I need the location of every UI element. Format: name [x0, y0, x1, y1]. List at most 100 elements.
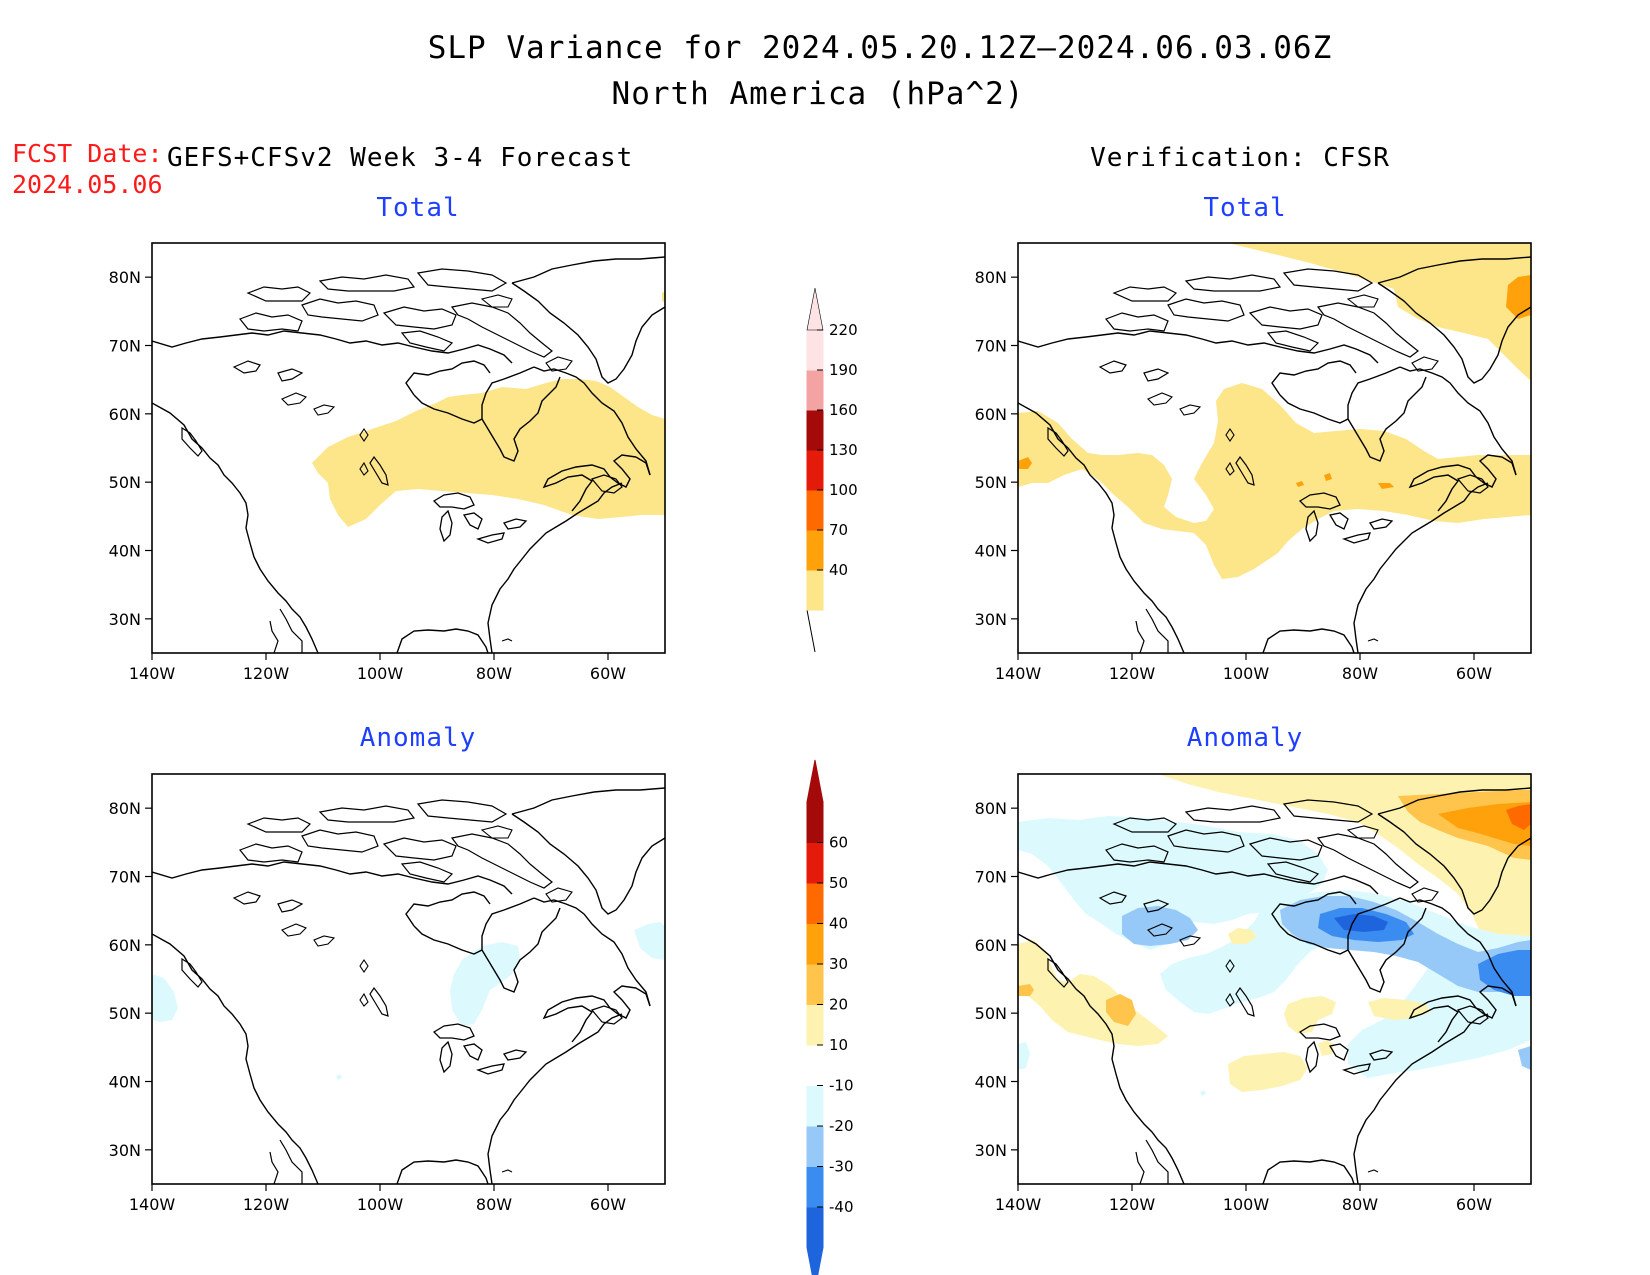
- shaded-region-6: [1378, 483, 1394, 489]
- colorbar-upper-arrow: [806, 759, 824, 803]
- shaded-region-3: [1018, 457, 1032, 469]
- shaded-region-3: [336, 1074, 342, 1080]
- forecast-header: GEFS+CFSv2 Week 3-4 Forecast: [167, 143, 634, 173]
- shaded-region-12: [1018, 984, 1034, 996]
- colorbar-label: 30: [829, 955, 848, 973]
- lon-label: 100W: [357, 664, 404, 683]
- map-frame: [1017, 773, 1532, 1185]
- shaded-region-20: [1200, 1090, 1206, 1096]
- lat-label: 60N: [975, 405, 1007, 424]
- colorbar-label: 60: [829, 834, 848, 852]
- map-frame: [151, 242, 666, 654]
- shaded-region-0: [450, 942, 520, 1026]
- colorbar-label: 20: [829, 996, 848, 1014]
- verification-header: Verification: CFSR: [1090, 143, 1390, 173]
- lat-label: 40N: [109, 1073, 141, 1092]
- shaded-region-0: [1228, 243, 1531, 381]
- colorbar-swatch: [806, 569, 824, 611]
- shaded-region-2: [152, 974, 178, 1022]
- colorbar-swatch: [806, 963, 824, 1005]
- fcst-date-label: FCST Date:: [12, 139, 163, 168]
- colorbar-anomaly: -40 -30 -20 -10 10 20 30 40 50 60: [806, 759, 854, 1275]
- lat-label: 60N: [975, 936, 1007, 955]
- lat-label: 80N: [975, 799, 1007, 818]
- colorbar-label: -10: [829, 1077, 854, 1095]
- lat-label: 30N: [975, 610, 1007, 629]
- panel-title-verif-anomaly: Anomaly: [1186, 723, 1304, 753]
- colorbar-swatch: [806, 529, 824, 571]
- shaded-region-9: [1334, 914, 1388, 932]
- shaded-region-3: [1506, 804, 1531, 830]
- fcst-date-value: 2024.05.06: [12, 170, 163, 199]
- lat-label: 70N: [975, 868, 1007, 887]
- lon-label: 140W: [995, 1195, 1042, 1214]
- lat-label: 80N: [109, 268, 141, 287]
- shaded-region-0: [312, 379, 665, 527]
- colorbar-label: 10: [829, 1036, 848, 1054]
- colorbar-swatch: [806, 489, 824, 531]
- shaded-region-17: [1228, 1052, 1308, 1092]
- lat-label: 70N: [109, 337, 141, 356]
- lon-label: 60W: [1456, 664, 1492, 683]
- lon-label: 120W: [1109, 1195, 1156, 1214]
- lon-label: 60W: [590, 664, 626, 683]
- lat-label: 70N: [109, 868, 141, 887]
- colorbar-label: 40: [829, 915, 848, 933]
- lat-label: 50N: [109, 473, 141, 492]
- shaded-region-21: [1518, 1046, 1531, 1070]
- shaded-region-5: [1296, 481, 1304, 487]
- colorbar-label: 100: [829, 481, 858, 499]
- panel-title-fcst-anomaly: Anomaly: [359, 723, 477, 753]
- lat-label: 50N: [975, 1004, 1007, 1023]
- panel-title-verif-total: Total: [1203, 193, 1287, 223]
- lat-label: 80N: [975, 268, 1007, 287]
- lat-label: 50N: [109, 1004, 141, 1023]
- shaded-region-13: [1106, 994, 1136, 1026]
- lat-label: 40N: [975, 542, 1007, 561]
- shaded-region-2: [1018, 383, 1531, 579]
- colorbar-swatch: [806, 449, 824, 491]
- colorbar-label: 190: [829, 361, 858, 379]
- lat-label: 30N: [109, 610, 141, 629]
- colorbar-label: -20: [829, 1117, 854, 1135]
- colorbar-swatch: [806, 1085, 824, 1127]
- lat-label: 40N: [109, 542, 141, 561]
- colorbar-swatch: [806, 923, 824, 965]
- lon-label: 80W: [476, 664, 512, 683]
- colorbar-label: 40: [829, 561, 848, 579]
- colorbar-label: -40: [829, 1198, 854, 1216]
- map-panel-verif-anomaly: 140W 120W 100W 80W 60W 80N 70N 60N 50N 40N 30N: [975, 773, 1532, 1214]
- map-frame: [151, 773, 666, 1185]
- colorbar-lower-arrow: [806, 609, 816, 653]
- figure-title: SLP Variance for 2024.05.20.12Z—2024.06.…: [427, 30, 1333, 66]
- shaded-region-1: [1506, 275, 1531, 319]
- lon-label: 80W: [476, 1195, 512, 1214]
- lon-label: 140W: [129, 664, 176, 683]
- lon-label: 140W: [129, 1195, 176, 1214]
- lon-label: 80W: [1342, 664, 1378, 683]
- colorbar-label: -30: [829, 1158, 854, 1176]
- shaded-region-16: [1368, 998, 1430, 1020]
- colorbar-swatch: [806, 842, 824, 884]
- colorbar-swatch: [806, 1004, 824, 1046]
- lat-label: 30N: [975, 1141, 1007, 1160]
- lon-label: 120W: [243, 664, 290, 683]
- colorbar-lower-arrow: [806, 1247, 824, 1275]
- lat-label: 60N: [109, 936, 141, 955]
- colorbar-label: 50: [829, 874, 848, 892]
- lon-label: 120W: [1109, 664, 1156, 683]
- shaded-region-4: [1324, 473, 1332, 481]
- map-background: [152, 774, 665, 1184]
- colorbar-label: 160: [829, 401, 858, 419]
- lat-label: 60N: [109, 405, 141, 424]
- map-frame: [1017, 242, 1532, 654]
- lat-label: 30N: [109, 1141, 141, 1160]
- lat-label: 50N: [975, 473, 1007, 492]
- lon-label: 140W: [995, 664, 1042, 683]
- lat-label: 80N: [109, 799, 141, 818]
- lon-label: 100W: [1223, 1195, 1270, 1214]
- lon-label: 60W: [590, 1195, 626, 1214]
- colorbar-total: 40 70 100 130 160 190 220: [806, 287, 858, 653]
- lon-label: 60W: [1456, 1195, 1492, 1214]
